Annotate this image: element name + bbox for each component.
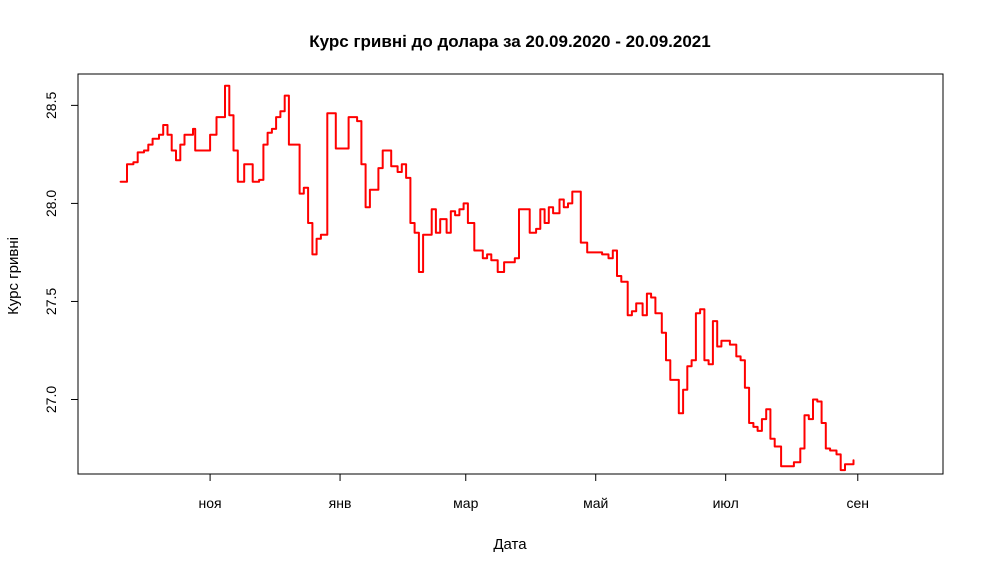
x-tick-label: май [583,495,608,511]
chart-title: Курс гривні до долара за 20.09.2020 - 20… [309,32,710,51]
x-tick-label: июл [713,495,739,511]
x-axis-title: Дата [493,536,527,553]
y-axis: 27.0 27.5 28.0 28.5 [43,92,78,413]
x-tick-label: сен [847,495,870,511]
plot-frame [77,73,944,475]
x-tick-label: янв [329,495,352,511]
y-tick-label: 27.0 [43,386,59,413]
y-axis-title: Курс гривні [5,237,22,315]
x-axis: ноя янв мар май июл сен [199,474,870,511]
x-tick-label: ноя [199,495,222,511]
x-tick-label: мар [453,495,478,511]
series-line [119,84,855,472]
y-tick-label: 28.5 [43,92,59,119]
y-tick-label: 27.5 [43,288,59,315]
y-tick-label: 28.0 [43,190,59,217]
